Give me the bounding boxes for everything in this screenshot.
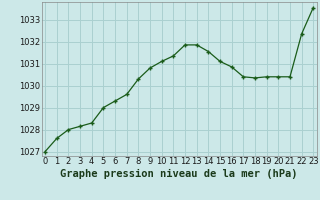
X-axis label: Graphe pression niveau de la mer (hPa): Graphe pression niveau de la mer (hPa) (60, 169, 298, 179)
